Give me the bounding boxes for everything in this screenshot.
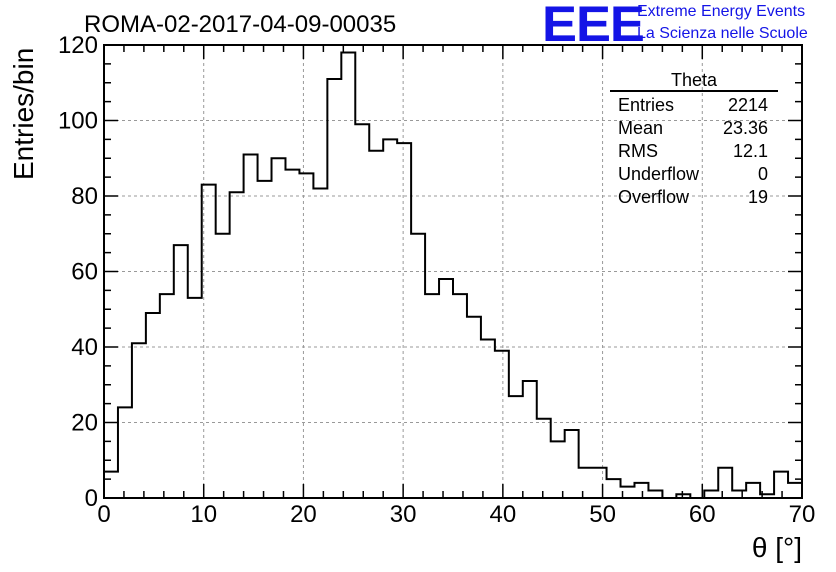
stats-row-entries: Entries 2214 — [610, 94, 778, 117]
histogram-bin — [607, 479, 621, 498]
histogram-bin — [244, 154, 258, 498]
histogram-bin — [495, 351, 509, 498]
histogram-bin — [369, 151, 383, 498]
axes — [103, 44, 803, 499]
histogram-bin — [132, 343, 146, 498]
logo-line-2: La Scienza nelle Scuole — [637, 25, 808, 42]
histogram-bin — [774, 472, 788, 498]
x-tick-label: 70 — [789, 501, 816, 528]
histogram-bin — [593, 468, 607, 498]
histogram-bin — [299, 173, 313, 498]
y-tick-label: 120 — [58, 32, 98, 59]
y-tick-label: 100 — [58, 108, 98, 135]
y-tick-label: 60 — [71, 259, 98, 286]
histogram-bin — [411, 234, 425, 498]
histogram-bin — [565, 430, 579, 498]
histogram-bin — [341, 53, 355, 498]
stats-row-rms: RMS 12.1 — [610, 140, 778, 163]
histogram-bin — [146, 313, 160, 498]
histogram-bin — [746, 483, 760, 498]
stats-row-underflow: Underflow 0 — [610, 163, 778, 186]
stats-divider — [610, 90, 778, 92]
stats-value: 12.1 — [732, 141, 768, 161]
stats-value: 2214 — [727, 95, 768, 115]
histogram-bin — [216, 234, 230, 498]
x-tick-label: 60 — [689, 501, 716, 528]
histogram-bin — [579, 468, 593, 498]
stats-row-mean: Mean 23.36 — [610, 117, 778, 140]
histogram-bin — [648, 490, 662, 498]
stats-label: Underflow — [618, 164, 700, 184]
x-tick-label: 20 — [290, 501, 317, 528]
stats-box: Theta Entries 2214 Mean 23.36 RMS 12.1 U… — [610, 70, 778, 209]
histogram-bin — [230, 192, 244, 498]
histogram-bin — [383, 139, 397, 498]
y-tick-label: 0 — [85, 485, 98, 512]
x-tick-label: 30 — [390, 501, 417, 528]
tick-labels: 0 10 20 30 40 50 60 70 0 20 40 60 80 100 120 — [58, 32, 815, 528]
y-tick-label: 80 — [71, 183, 98, 210]
y-tick-label: 20 — [71, 410, 98, 437]
stats-value: 23.36 — [722, 118, 768, 138]
histogram-bin — [258, 181, 272, 498]
histogram-bin — [327, 79, 341, 498]
histogram-bin — [285, 170, 299, 498]
histogram-bin — [509, 396, 523, 498]
histogram-bin — [523, 381, 537, 498]
x-tick-label: 10 — [190, 501, 217, 528]
histogram-bins — [103, 51, 802, 499]
histogram-bin — [537, 419, 551, 498]
y-tick-label: 40 — [71, 334, 98, 361]
histogram-bin — [467, 317, 481, 498]
histogram-bin — [718, 468, 732, 498]
histogram-bin — [481, 339, 495, 498]
histogram-bin — [188, 298, 202, 498]
logo-line-1: Extreme Energy Events — [637, 3, 806, 20]
x-tick-label: 0 — [97, 501, 110, 528]
stats-row-overflow: Overflow 19 — [610, 186, 778, 209]
stats-value: 19 — [747, 187, 768, 207]
histogram-bin — [732, 490, 746, 498]
grid-lines — [104, 45, 802, 498]
y-axis-label: Entries/bin — [8, 47, 39, 180]
stats-label: Mean — [618, 118, 664, 138]
plot-title: ROMA-02-2017-04-09-00035 — [84, 11, 397, 38]
histogram-outline — [103, 51, 802, 499]
histogram-bin — [272, 158, 286, 498]
stats-label: Overflow — [618, 187, 690, 207]
stats-label: RMS — [618, 141, 658, 161]
histogram-bin — [174, 245, 188, 498]
histogram-bin — [118, 407, 132, 498]
histogram-bin — [313, 188, 327, 498]
histogram-bin — [160, 294, 174, 498]
histogram-bin — [788, 483, 802, 498]
x-axis-label: θ [°] — [751, 532, 802, 563]
histogram-bin — [439, 279, 453, 498]
histogram-bin — [425, 294, 439, 498]
histogram-bin — [704, 490, 718, 498]
histogram-bin — [634, 483, 648, 498]
x-tick-label: 40 — [490, 501, 517, 528]
stats-label: Entries — [618, 95, 675, 115]
histogram-bin — [355, 124, 369, 498]
histogram-bin — [551, 441, 565, 498]
stats-title: Theta — [670, 70, 718, 90]
histogram-bin — [453, 294, 467, 498]
histogram-bin — [104, 472, 118, 498]
x-tick-label: 50 — [589, 501, 616, 528]
stats-value: 0 — [757, 164, 768, 184]
eee-logo: EEE — [542, 0, 645, 52]
